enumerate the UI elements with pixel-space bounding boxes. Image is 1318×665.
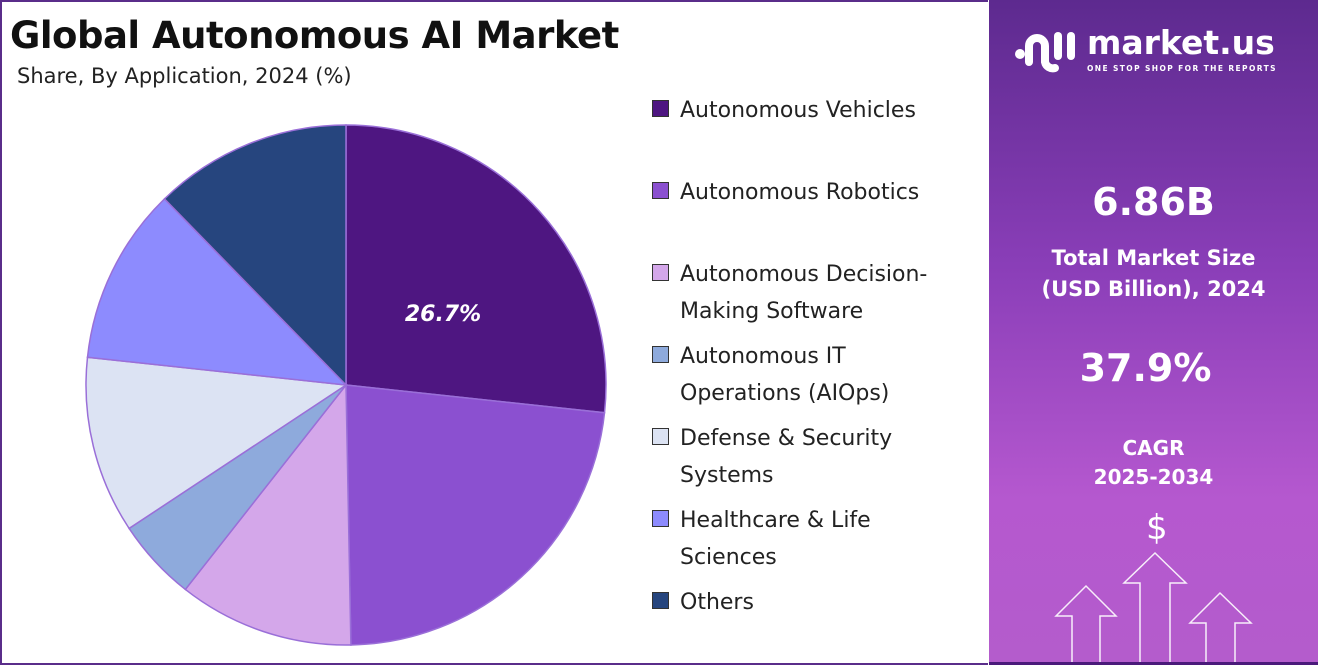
legend-label-line: Autonomous IT	[680, 344, 846, 369]
summary-panel: market.us ONE STOP SHOP FOR THE REPORTS …	[989, 0, 1318, 665]
pie-slice-defense-security-systems	[85, 356, 349, 530]
legend-label: Others	[680, 584, 754, 621]
cagr-label-2: 2025-2034	[1093, 465, 1214, 489]
legend-item: Healthcare & Life Sciences	[652, 502, 972, 576]
pie-slice-autonomous-decision-making-software	[184, 382, 352, 646]
legend-swatch	[652, 428, 669, 445]
chart-title: Global Autonomous AI Market	[10, 14, 619, 57]
legend-swatch	[652, 264, 669, 281]
market-size-label-2: (USD Billion), 2024	[1041, 277, 1266, 301]
legend-label-line: Defense & Security	[680, 426, 893, 451]
legend-label: Autonomous Decision- Making Software	[680, 256, 927, 330]
pie-chart: 26.7%	[85, 124, 607, 646]
logo-tagline: ONE STOP SHOP FOR THE REPORTS	[1087, 64, 1277, 73]
legend-label: Autonomous IT Operations (AIOps)	[680, 338, 889, 412]
panel-bottom-bar	[989, 662, 1318, 665]
legend-swatch	[652, 510, 669, 527]
legend-label: Healthcare & Life Sciences	[680, 502, 871, 576]
legend-label-line: Systems	[680, 463, 774, 488]
legend-swatch	[652, 182, 669, 199]
legend-label-line: Autonomous Robotics	[680, 180, 920, 205]
legend-label-line: Making Software	[680, 299, 864, 324]
dollar-icon: $	[1146, 508, 1168, 548]
legend-label: Defense & Security Systems	[680, 420, 892, 494]
chart-frame	[0, 0, 988, 665]
legend-label-line: Others	[680, 590, 754, 615]
legend-item: Autonomous IT Operations (AIOps)	[652, 338, 972, 412]
pie-slice-autonomous-vehicles	[345, 124, 607, 414]
market-size-label-1: Total Market Size	[1051, 246, 1256, 270]
data-label-autonomous-vehicles: 26.7%	[405, 302, 481, 327]
legend-label: Autonomous Vehicles	[680, 92, 916, 129]
legend-label-line: Sciences	[680, 545, 777, 570]
legend-item: Autonomous Robotics	[652, 174, 972, 211]
legend-label: Autonomous Robotics	[680, 174, 919, 211]
pie-slice-healthcare-life-sciences	[86, 197, 348, 386]
legend-item: Others	[652, 584, 972, 621]
pie-slice-others	[163, 124, 347, 387]
legend-label-line: Autonomous Vehicles	[680, 98, 916, 123]
logo-icon	[1015, 32, 1075, 73]
legend-label-line: Operations (AIOps)	[680, 381, 890, 406]
cagr-value: 37.9%	[1079, 346, 1212, 390]
pie-slice-autonomous-robotics	[345, 384, 606, 646]
market-size-value: 6.86B	[1092, 180, 1215, 224]
legend-label-line: Healthcare & Life	[680, 508, 871, 533]
legend-item: Defense & Security Systems	[652, 420, 972, 494]
market-us-logo: market.us ONE STOP SHOP FOR THE REPORTS	[1013, 24, 1277, 74]
growth-arrows-icon	[1054, 551, 1253, 665]
legend-item: Autonomous Vehicles	[652, 92, 972, 129]
legend-swatch	[652, 592, 669, 609]
legend-item: Autonomous Decision- Making Software	[652, 256, 972, 330]
logo-name: market.us	[1087, 23, 1275, 62]
legend-swatch	[652, 346, 669, 363]
legend-label-line: Autonomous Decision-	[680, 262, 928, 287]
cagr-label-1: CAGR	[1122, 436, 1185, 460]
legend-swatch	[652, 100, 669, 117]
chart-subtitle: Share, By Application, 2024 (%)	[17, 64, 352, 88]
